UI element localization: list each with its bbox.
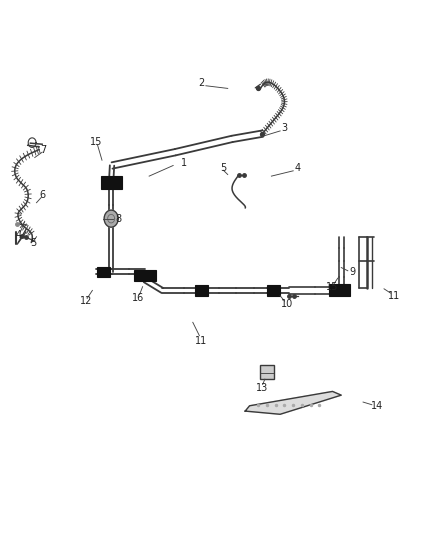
FancyBboxPatch shape <box>134 270 155 281</box>
FancyBboxPatch shape <box>267 285 280 296</box>
Text: 5: 5 <box>220 163 226 173</box>
Text: 8: 8 <box>116 214 122 224</box>
FancyBboxPatch shape <box>101 176 122 189</box>
Text: 16: 16 <box>132 293 145 303</box>
FancyBboxPatch shape <box>328 284 350 296</box>
Text: 14: 14 <box>371 401 383 411</box>
Text: 15: 15 <box>90 136 102 147</box>
Text: 2: 2 <box>198 78 205 88</box>
Text: 12: 12 <box>80 296 92 306</box>
Text: 4: 4 <box>294 163 300 173</box>
Text: 3: 3 <box>282 123 288 133</box>
Text: 10: 10 <box>281 298 293 309</box>
Bar <box>260 366 274 379</box>
Text: 15: 15 <box>326 282 339 292</box>
Text: 13: 13 <box>256 383 268 393</box>
Text: 11: 11 <box>195 336 208 346</box>
Text: 11: 11 <box>388 290 400 301</box>
Text: 4: 4 <box>15 230 21 240</box>
FancyBboxPatch shape <box>97 267 110 277</box>
Text: 6: 6 <box>39 190 45 200</box>
Text: 5: 5 <box>30 238 36 247</box>
Text: 1: 1 <box>181 158 187 168</box>
Polygon shape <box>104 210 118 227</box>
FancyBboxPatch shape <box>195 285 208 296</box>
Polygon shape <box>245 391 341 414</box>
Text: 9: 9 <box>349 267 355 277</box>
Text: 7: 7 <box>40 144 46 155</box>
